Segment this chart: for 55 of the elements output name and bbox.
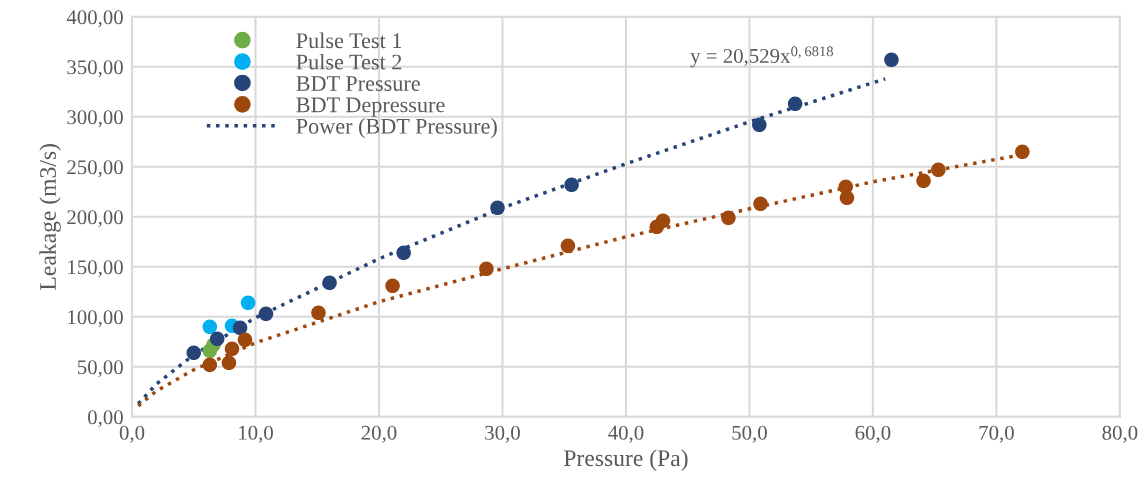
point <box>752 117 767 133</box>
y-tick-label: 150,00 <box>68 260 123 278</box>
point <box>490 200 505 216</box>
point <box>237 332 253 348</box>
annotation: y = 20,529x$^{0,6818}$ <box>690 46 834 68</box>
y-axis-title: Leakage (m3/s) <box>39 144 61 290</box>
point <box>884 52 899 68</box>
x-tick-label: 20,0 <box>361 425 397 443</box>
x-tick-label: 40,0 <box>608 425 644 443</box>
y-tick-label: 200,00 <box>67 210 123 228</box>
point <box>753 196 768 212</box>
x-tick-label: 10,0 <box>239 425 273 443</box>
point <box>931 162 946 178</box>
point <box>322 275 337 291</box>
point <box>721 210 736 226</box>
point <box>311 305 326 321</box>
legend-label: BDT Depressure <box>296 97 445 117</box>
point <box>839 190 855 206</box>
legend-label: Power (BDT Pressure) <box>296 118 497 139</box>
x-tick-label: 70,0 <box>979 425 1014 443</box>
point <box>209 331 225 347</box>
point <box>232 320 248 336</box>
point <box>564 177 579 193</box>
point <box>1015 144 1030 160</box>
point <box>787 96 803 112</box>
point <box>560 238 576 254</box>
point <box>479 261 494 277</box>
point <box>258 306 274 322</box>
y-tick-label: 250,00 <box>67 160 123 178</box>
legend-label: BDT Pressure <box>296 76 420 91</box>
point <box>202 357 218 373</box>
x-tick-label: 0,0 <box>119 425 145 443</box>
point <box>916 173 931 189</box>
x-tick-label: 60,0 <box>855 425 891 443</box>
point <box>221 355 237 371</box>
legend-label: Pulse Test 1 <box>296 32 402 49</box>
point <box>396 245 411 261</box>
y-tick-label: 400,00 <box>66 10 123 28</box>
x-tick-label: 50,0 <box>732 425 767 443</box>
point <box>240 295 256 311</box>
y-tick-label: 100,00 <box>68 310 123 328</box>
point <box>224 341 240 357</box>
point <box>202 319 218 335</box>
point <box>186 345 202 361</box>
y-tick-label: 0,00 <box>88 410 123 428</box>
y-tick-label: 50,00 <box>78 360 123 378</box>
point <box>385 278 400 294</box>
point <box>655 213 671 229</box>
y-tick-label: 350,00 <box>67 60 123 78</box>
x-tick-label: 80,0 <box>1102 425 1138 443</box>
x-axis-title: Pressure (Pa) <box>564 449 688 471</box>
legend-label: Pulse Test 2 <box>296 53 402 70</box>
line-series <box>136 77 887 406</box>
y-tick-label: 300,00 <box>67 110 123 128</box>
x-tick-label: 30,0 <box>485 425 520 443</box>
